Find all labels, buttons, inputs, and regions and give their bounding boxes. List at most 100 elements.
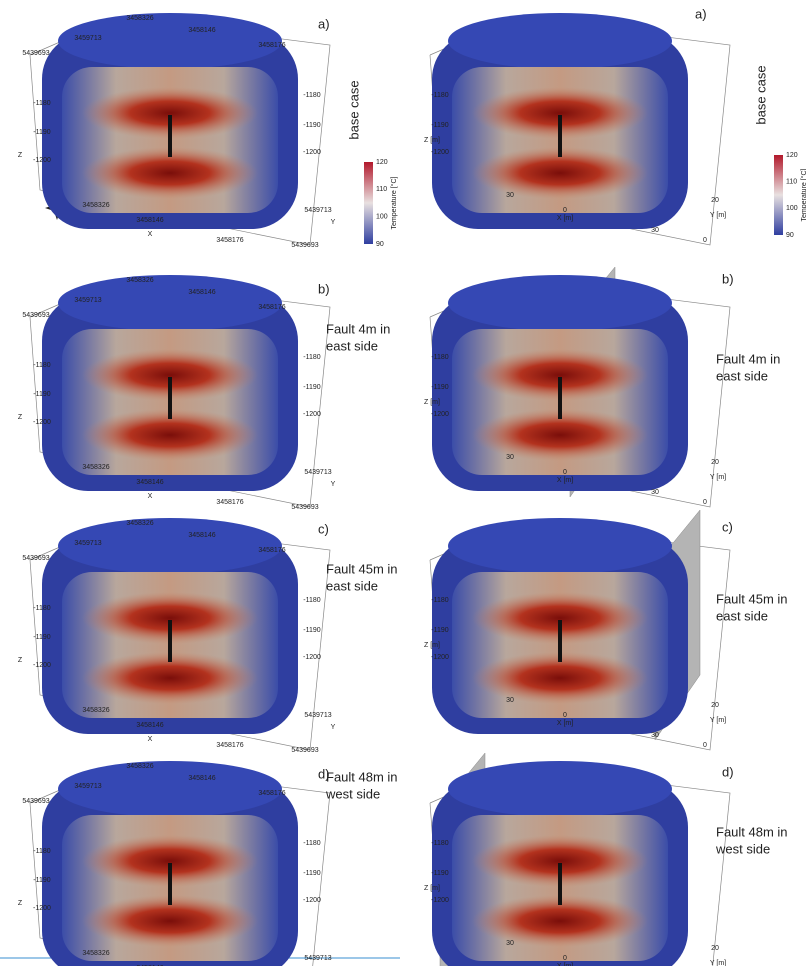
tick-label: 3458176: [258, 304, 285, 311]
tick-label: 0: [563, 955, 567, 962]
tick-label: -1190: [33, 129, 50, 136]
tick-label: 3458326: [126, 277, 153, 284]
tick-label: 30: [651, 227, 659, 234]
tick-label: Z: [18, 414, 23, 421]
tick-label: 3458176: [258, 790, 285, 797]
model-top: [448, 13, 672, 69]
tick-label: -1200: [303, 654, 321, 661]
tick-label: 0: [563, 207, 567, 214]
tick-label: 5439693: [291, 504, 318, 511]
tick-label: -1200: [303, 897, 321, 904]
panel: 34597133458326345814634581765439693-1180…: [18, 761, 398, 966]
tick-label: Z [m]: [424, 399, 440, 406]
tick-label: 5439713: [304, 469, 331, 476]
caption: Fault 45m in: [716, 591, 788, 606]
colorbar-title: Temperature [°C]: [800, 168, 806, 221]
tick-label: 0: [703, 499, 707, 506]
tick-label: 3458326: [82, 950, 109, 957]
colorbar-tick: 90: [786, 232, 794, 239]
tick-label: 3458146: [136, 722, 163, 729]
tick-label: -1190: [303, 627, 320, 634]
panel-label: b): [318, 281, 330, 296]
tick-label: -1180: [33, 605, 50, 612]
caption: east side: [326, 338, 378, 353]
caption: base case: [346, 80, 361, 139]
tick-label: Z: [18, 900, 23, 907]
tick-label: -1180: [303, 354, 320, 361]
tick-label: Z: [18, 657, 23, 664]
tick-label: X [m]: [557, 215, 573, 222]
model-top: [448, 275, 672, 331]
tick-label: 3458146: [188, 775, 215, 782]
tick-label: 20: [711, 702, 719, 709]
tick-label: 3458326: [82, 707, 109, 714]
panel-label: a): [318, 16, 330, 31]
tick-label: -1180: [33, 848, 50, 855]
caption: Fault 4m in: [326, 321, 390, 336]
tick-label: -1200: [431, 411, 449, 418]
tick-label: 3458146: [136, 217, 163, 224]
colorbar-title: Temperature [°C]: [390, 176, 398, 229]
tick-label: 0: [703, 742, 707, 749]
tick-label: 5439693: [22, 50, 49, 57]
tick-label: -1190: [33, 391, 50, 398]
tick-label: 3458326: [126, 520, 153, 527]
tick-label: 3459713: [74, 35, 101, 42]
tick-label: -1180: [431, 840, 448, 847]
tick-label: Z [m]: [424, 642, 440, 649]
tick-label: 30: [506, 192, 514, 199]
colorbar: 12011010090Temperature [°C]: [364, 159, 398, 248]
panel-label: d): [722, 764, 734, 779]
tick-label: Y [m]: [710, 474, 726, 481]
tick-label: 3458176: [258, 42, 285, 49]
panel-label: c): [318, 521, 329, 536]
tick-label: 3458326: [126, 763, 153, 770]
tick-label: -1180: [431, 354, 448, 361]
panel: 3459713 3458326 3458146 3458176 5439693 -1180…: [18, 13, 362, 249]
tick-label: X [m]: [557, 720, 573, 727]
tick-label: 3458326: [126, 15, 153, 22]
tick-label: 20: [711, 945, 719, 952]
model-top: [448, 761, 672, 817]
tick-label: 5439713: [304, 207, 331, 214]
tick-label: 5439693: [22, 798, 49, 805]
tick-label: -1180: [303, 597, 320, 604]
caption: east side: [326, 578, 378, 593]
caption: Fault 48m in: [716, 824, 788, 839]
tick-label: 20: [711, 197, 719, 204]
tick-label: 3459713: [74, 540, 101, 547]
tick-label: Y: [331, 724, 336, 731]
panel: -1180-1190-1200Z [m]300X [m]3020Y [m]0a)…: [424, 6, 768, 245]
tick-label: -1200: [431, 149, 449, 156]
tick-label: Z [m]: [424, 137, 440, 144]
tick-label: 3458146: [188, 289, 215, 296]
caption: east side: [716, 368, 768, 383]
tick-label: -1190: [431, 122, 448, 129]
tick-label: -1200: [431, 654, 449, 661]
tick-label: -1180: [33, 362, 50, 369]
tick-label: -1200: [303, 149, 321, 156]
tick-label: 3458326: [82, 464, 109, 471]
tick-label: -1200: [33, 157, 51, 164]
tick-label: 30: [651, 732, 659, 739]
panel: 3459713 3458326 3458146 3458176 5439693 -1180…: [18, 275, 390, 511]
colorbar-tick: 110: [376, 186, 387, 193]
tick-label: 3459713: [74, 297, 101, 304]
tick-label: Y [m]: [710, 717, 726, 724]
colorbar-tick: 120: [786, 152, 798, 159]
tick-label: X: [148, 736, 153, 743]
tick-label: -1180: [431, 597, 448, 604]
colorbar-tick: 110: [786, 179, 797, 186]
tick-label: -1200: [303, 411, 321, 418]
tick-label: 20: [711, 459, 719, 466]
caption: Fault 45m in: [326, 561, 398, 576]
tick-label: -1200: [33, 905, 51, 912]
tick-label: -1180: [303, 92, 320, 99]
tick-label: -1190: [431, 870, 448, 877]
tick-label: 0: [563, 469, 567, 476]
tick-label: -1200: [431, 897, 449, 904]
tick-label: 3458146: [188, 27, 215, 34]
panel-label: a): [695, 6, 707, 21]
caption: Fault 4m in: [716, 351, 780, 366]
